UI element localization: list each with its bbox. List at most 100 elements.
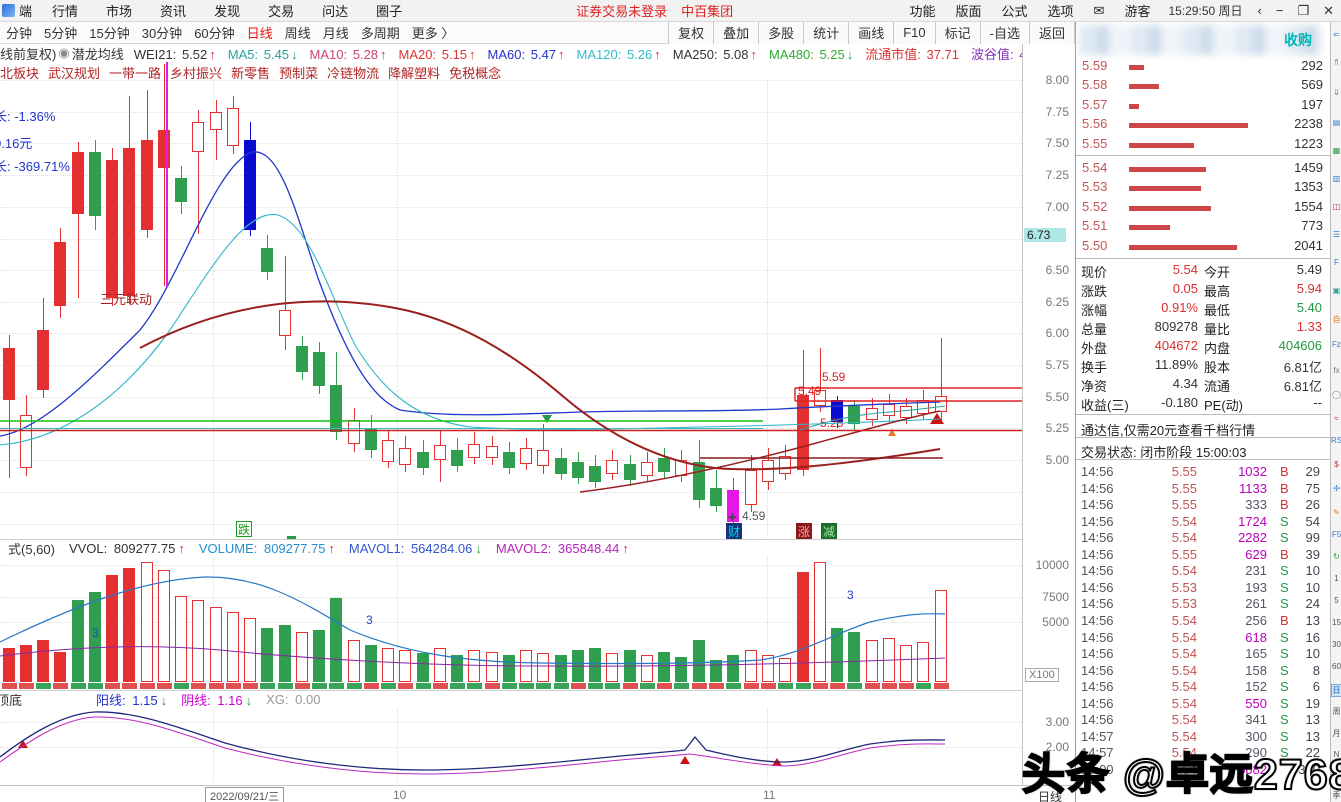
side-icon-Fz[interactable]: Fz bbox=[1332, 340, 1341, 349]
tick-row[interactable]: 14:56 5.54 165 S 10 bbox=[1076, 646, 1331, 662]
menu-版面[interactable]: 版面 bbox=[955, 4, 982, 19]
side-icon-◯[interactable]: ◯ bbox=[1332, 390, 1341, 399]
period-日线[interactable]: 日线 bbox=[246, 26, 273, 41]
tag-降解塑料[interactable]: 降解塑料 bbox=[388, 66, 441, 81]
side-icon-$[interactable]: $ bbox=[1334, 460, 1339, 469]
tick-row[interactable]: 14:56 5.54 2282 S 99 bbox=[1076, 530, 1331, 546]
toolbar-button-标记[interactable]: 标记 bbox=[934, 21, 980, 44]
menu-圈子[interactable]: 圈子 bbox=[376, 4, 403, 19]
tick-row[interactable]: 14:56 5.54 256 B 13 bbox=[1076, 613, 1331, 629]
tick-row[interactable]: 14:56 5.54 550 S 19 bbox=[1076, 696, 1331, 712]
menu-市场[interactable]: 市场 bbox=[106, 4, 133, 19]
tick-row[interactable]: 15:00 5.54 8682 380 bbox=[1076, 762, 1331, 778]
menu-公式[interactable]: 公式 bbox=[1001, 4, 1028, 19]
side-icon-月[interactable]: 月 bbox=[1332, 729, 1341, 738]
period-多周期[interactable]: 多周期 bbox=[360, 26, 400, 41]
side-icon-15[interactable]: 15 bbox=[1332, 618, 1341, 627]
side-icon-≈[interactable]: ≈ bbox=[1334, 414, 1339, 423]
tick-row[interactable]: 14:56 5.54 1724 S 54 bbox=[1076, 514, 1331, 530]
tag-北板块[interactable]: 北板块 bbox=[0, 66, 40, 81]
menu-选项[interactable]: 选项 bbox=[1047, 4, 1074, 19]
toolbar-button-多股[interactable]: 多股 bbox=[758, 21, 804, 44]
bid-row[interactable]: 5.53 1353 bbox=[1076, 179, 1331, 198]
side-icon-多[interactable]: 多 bbox=[1332, 771, 1341, 780]
side-icon-季[interactable]: 季 bbox=[1332, 791, 1341, 800]
period-月线[interactable]: 月线 bbox=[322, 26, 349, 41]
tag-武汉规划[interactable]: 武汉规划 bbox=[48, 66, 101, 81]
side-icon-☰[interactable]: ☰ bbox=[1332, 230, 1341, 239]
period-30分钟[interactable]: 30分钟 bbox=[141, 26, 183, 41]
period-分钟[interactable]: 分钟 bbox=[6, 26, 33, 41]
close-icon[interactable]: ✕ bbox=[1323, 2, 1334, 18]
side-icon-✎[interactable]: ✎ bbox=[1333, 508, 1340, 517]
ask-row[interactable]: 5.57 197 bbox=[1076, 97, 1331, 116]
side-icon-RS[interactable]: RS bbox=[1331, 436, 1341, 445]
tag-冷链物流[interactable]: 冷链物流 bbox=[327, 66, 380, 81]
side-icon-1[interactable]: 1 bbox=[1334, 574, 1339, 583]
side-icon-⇐[interactable]: ⇐ bbox=[1333, 30, 1340, 39]
side-icon-fx[interactable]: fx bbox=[1333, 366, 1340, 375]
menu-问达[interactable]: 问达 bbox=[322, 4, 349, 19]
side-icon-F[interactable]: F bbox=[1334, 258, 1339, 267]
menu-资讯[interactable]: 资讯 bbox=[160, 4, 187, 19]
side-icon-日[interactable]: 日 bbox=[1331, 684, 1341, 697]
period-周线[interactable]: 周线 bbox=[284, 26, 311, 41]
minimize-icon[interactable]: − bbox=[1275, 2, 1284, 18]
ask-row[interactable]: 5.56 2238 bbox=[1076, 116, 1331, 135]
tag-乡村振兴[interactable]: 乡村振兴 bbox=[170, 66, 223, 81]
side-icon-▥[interactable]: ▥ bbox=[1332, 174, 1341, 183]
promo-text[interactable]: 通达信,仅需20元查看千档行情 bbox=[1081, 423, 1256, 438]
menu-功能[interactable]: 功能 bbox=[909, 4, 936, 19]
guest-user[interactable]: 游客 bbox=[1124, 4, 1151, 19]
toolbar-button-画线[interactable]: 画线 bbox=[848, 21, 894, 44]
toolbar-button-统计[interactable]: 统计 bbox=[803, 21, 849, 44]
side-icon-⇑[interactable]: ⇑ bbox=[1333, 58, 1340, 67]
bid-row[interactable]: 5.54 1459 bbox=[1076, 160, 1331, 179]
tick-row[interactable]: 14:57 5.54 300 S 13 bbox=[1076, 729, 1331, 745]
side-icon-自[interactable]: 自 bbox=[1332, 315, 1341, 324]
menu-terminal[interactable]: 端 bbox=[19, 4, 33, 19]
tick-row[interactable]: 14:56 5.54 618 S 16 bbox=[1076, 630, 1331, 646]
ask-row[interactable]: 5.59 292 bbox=[1076, 58, 1331, 77]
toolbar-button-F10[interactable]: F10 bbox=[893, 21, 935, 44]
tick-row[interactable]: 14:56 5.53 261 S 24 bbox=[1076, 596, 1331, 612]
side-icon-30[interactable]: 30 bbox=[1332, 640, 1341, 649]
toolbar-button-返回[interactable]: 返回 bbox=[1028, 21, 1075, 44]
tick-row[interactable]: 14:56 5.54 341 S 13 bbox=[1076, 712, 1331, 728]
tag-免税概念[interactable]: 免税概念 bbox=[449, 66, 502, 81]
side-icon-⇓[interactable]: ⇓ bbox=[1333, 88, 1340, 97]
side-icon-F5[interactable]: F5 bbox=[1331, 530, 1341, 539]
tick-row[interactable]: 14:57 5.54 290 S 22 bbox=[1076, 745, 1331, 761]
period-更多 〉[interactable]: 更多 〉 bbox=[411, 26, 455, 41]
side-icon-5[interactable]: 5 bbox=[1334, 596, 1339, 605]
toolbar-button--自选[interactable]: -自选 bbox=[979, 21, 1029, 44]
side-icon-▦[interactable]: ▦ bbox=[1332, 146, 1341, 155]
menu-交易[interactable]: 交易 bbox=[268, 4, 295, 19]
bid-row[interactable]: 5.51 773 bbox=[1076, 218, 1331, 237]
menu-行情[interactable]: 行情 bbox=[52, 4, 79, 19]
side-icon-周[interactable]: 周 bbox=[1332, 707, 1341, 716]
tick-row[interactable]: 14:56 5.53 193 S 10 bbox=[1076, 580, 1331, 596]
tick-row[interactable]: 14:56 5.55 333 B 26 bbox=[1076, 497, 1331, 513]
period-15分钟[interactable]: 15分钟 bbox=[89, 26, 130, 41]
side-icon-N[interactable]: N bbox=[1333, 750, 1340, 759]
tick-row[interactable]: 14:56 5.54 152 S 6 bbox=[1076, 679, 1331, 695]
bid-row[interactable]: 5.52 1554 bbox=[1076, 199, 1331, 218]
side-icon-↻[interactable]: ↻ bbox=[1333, 552, 1340, 561]
restore-icon[interactable]: ❐ bbox=[1297, 2, 1310, 18]
side-icon-60[interactable]: 60 bbox=[1332, 662, 1341, 671]
tick-row[interactable]: 14:56 5.55 1032 B 29 bbox=[1076, 464, 1331, 480]
ask-row[interactable]: 5.55 1223 bbox=[1076, 136, 1331, 155]
collapse-icon[interactable]: ◉ bbox=[58, 45, 70, 60]
bid-row[interactable]: 5.50 2041 bbox=[1076, 238, 1331, 257]
tick-row[interactable]: 14:56 5.55 1133 B 75 bbox=[1076, 481, 1331, 497]
side-icon-▣[interactable]: ▣ bbox=[1332, 286, 1341, 295]
nav-back-icon[interactable]: ‹ bbox=[1257, 2, 1262, 18]
toolbar-button-叠加[interactable]: 叠加 bbox=[713, 21, 759, 44]
ask-row[interactable]: 5.58 569 bbox=[1076, 77, 1331, 96]
tick-row[interactable]: 14:56 5.55 629 B 39 bbox=[1076, 547, 1331, 563]
side-icon-▤[interactable]: ▤ bbox=[1332, 118, 1341, 127]
tag-一带一路[interactable]: 一带一路 bbox=[109, 66, 162, 81]
period-60分钟[interactable]: 60分钟 bbox=[194, 26, 235, 41]
